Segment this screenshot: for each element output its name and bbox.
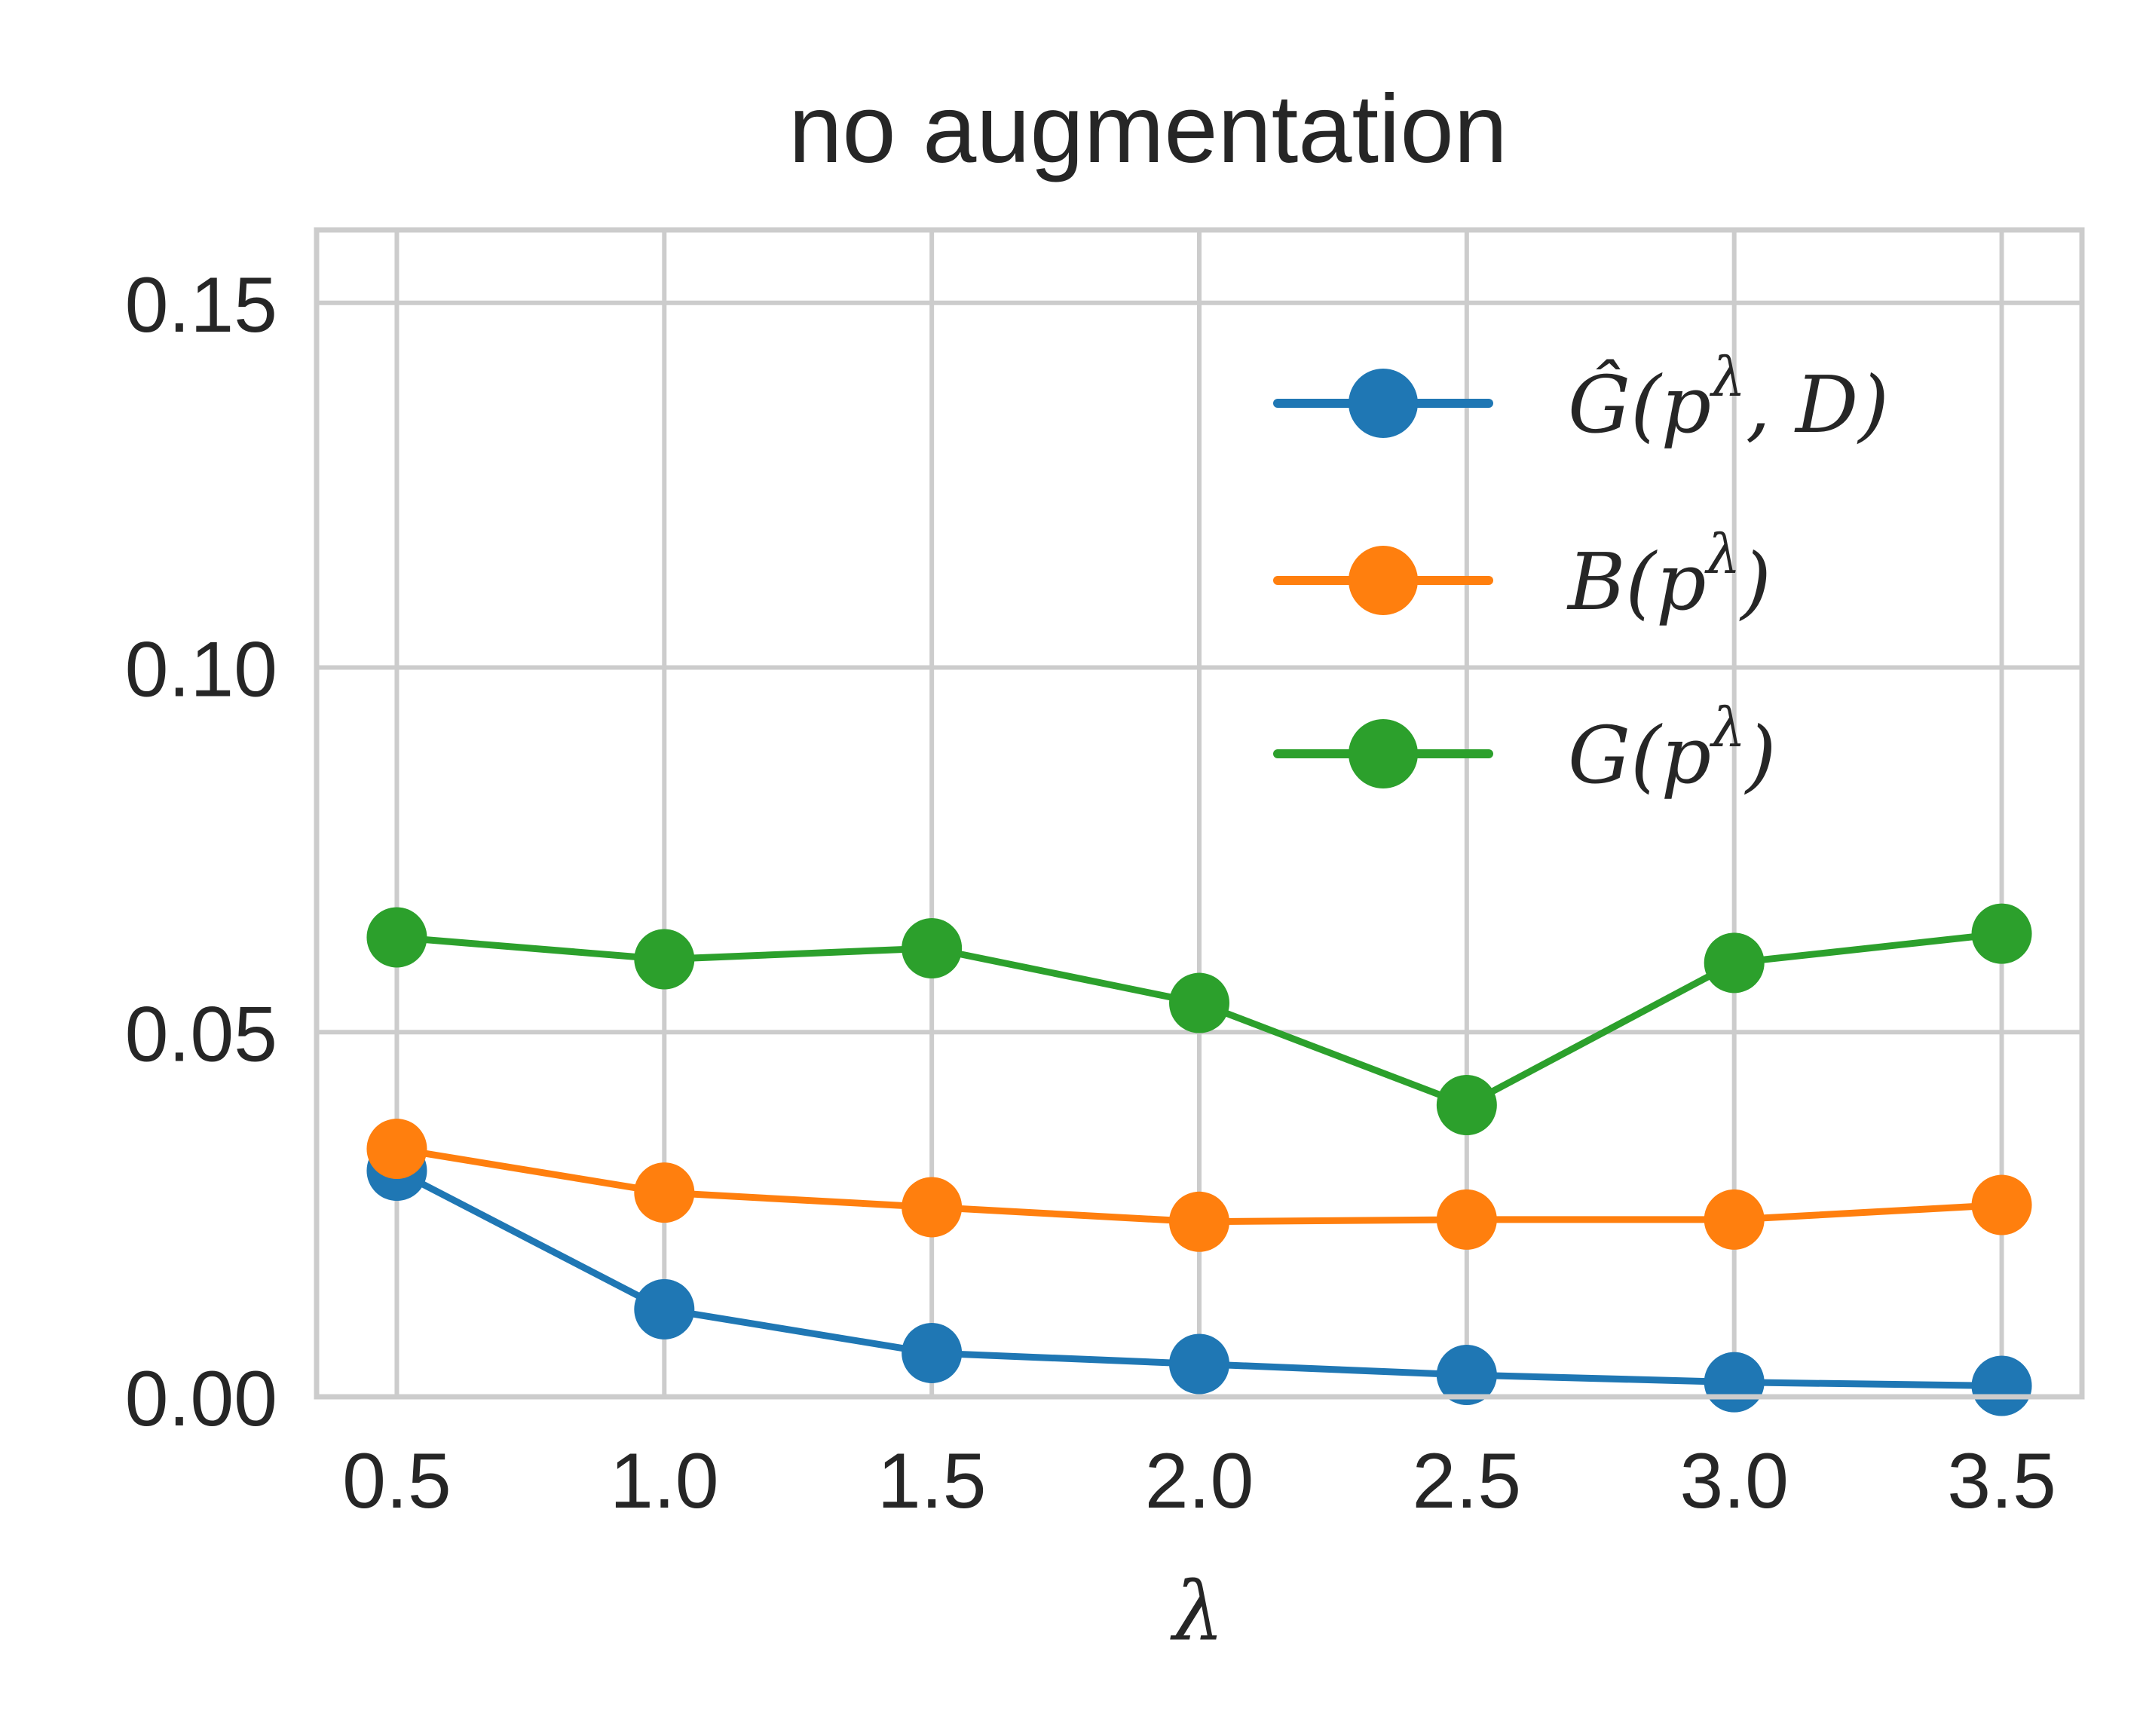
chart-title: no augmentation — [788, 75, 1508, 183]
x-axis-label: λ — [1170, 1565, 1224, 1659]
data-point — [1704, 932, 1765, 994]
data-point — [902, 1177, 963, 1238]
x-tick-label: 0.5 — [342, 1437, 452, 1525]
data-point — [902, 1322, 963, 1383]
legend-item: Ĝ(pλ, D) — [1273, 345, 1889, 451]
legend-item: G(pλ) — [1273, 696, 1776, 801]
data-point — [1704, 1189, 1765, 1250]
data-point — [1704, 1352, 1765, 1413]
legend: Ĝ(pλ, D) B(pλ) G(pλ) — [1273, 345, 1889, 801]
x-tick-label: 1.5 — [877, 1437, 987, 1525]
legend-label: G(pλ) — [1568, 696, 1776, 801]
y-tick-labels: 0.00 0.05 0.10 0.15 — [125, 262, 277, 1443]
data-point — [366, 907, 427, 968]
data-point — [1971, 1174, 2032, 1235]
y-tick-label: 0.00 — [125, 1355, 277, 1443]
data-point — [902, 917, 963, 978]
data-point — [634, 1162, 695, 1223]
data-point — [366, 1119, 427, 1180]
data-point — [1436, 1075, 1497, 1135]
x-tick-label: 3.5 — [1947, 1437, 2056, 1525]
data-point — [634, 1278, 695, 1340]
legend-marker — [1349, 719, 1418, 788]
data-point — [1169, 972, 1229, 1033]
x-tick-labels: 0.5 1.0 1.5 2.0 2.5 3.0 3.5 — [342, 1437, 2056, 1525]
y-tick-label: 0.15 — [125, 262, 277, 349]
x-tick-label: 2.5 — [1413, 1437, 1522, 1525]
legend-marker — [1349, 369, 1418, 438]
legend-item: B(pλ) — [1273, 522, 1771, 628]
data-point — [1971, 903, 2032, 964]
data-point — [1169, 1191, 1229, 1252]
legend-label: Ĝ(pλ, D) — [1568, 345, 1889, 451]
x-tick-label: 2.0 — [1145, 1437, 1254, 1525]
plot-frame — [314, 227, 2085, 1400]
y-tick-label: 0.05 — [125, 990, 277, 1078]
data-point — [1169, 1333, 1229, 1395]
data-point — [1436, 1344, 1497, 1405]
legend-marker — [1349, 546, 1418, 615]
series-1 — [366, 1119, 2032, 1252]
y-tick-label: 0.10 — [125, 626, 277, 714]
plot-series — [366, 903, 2032, 1416]
legend-label: B(pλ) — [1566, 522, 1771, 628]
series-2 — [366, 903, 2032, 1135]
x-tick-label: 3.0 — [1679, 1437, 1789, 1525]
data-point — [1971, 1355, 2032, 1416]
data-point — [1436, 1189, 1497, 1250]
x-tick-label: 1.0 — [610, 1437, 719, 1525]
data-point — [634, 929, 695, 990]
